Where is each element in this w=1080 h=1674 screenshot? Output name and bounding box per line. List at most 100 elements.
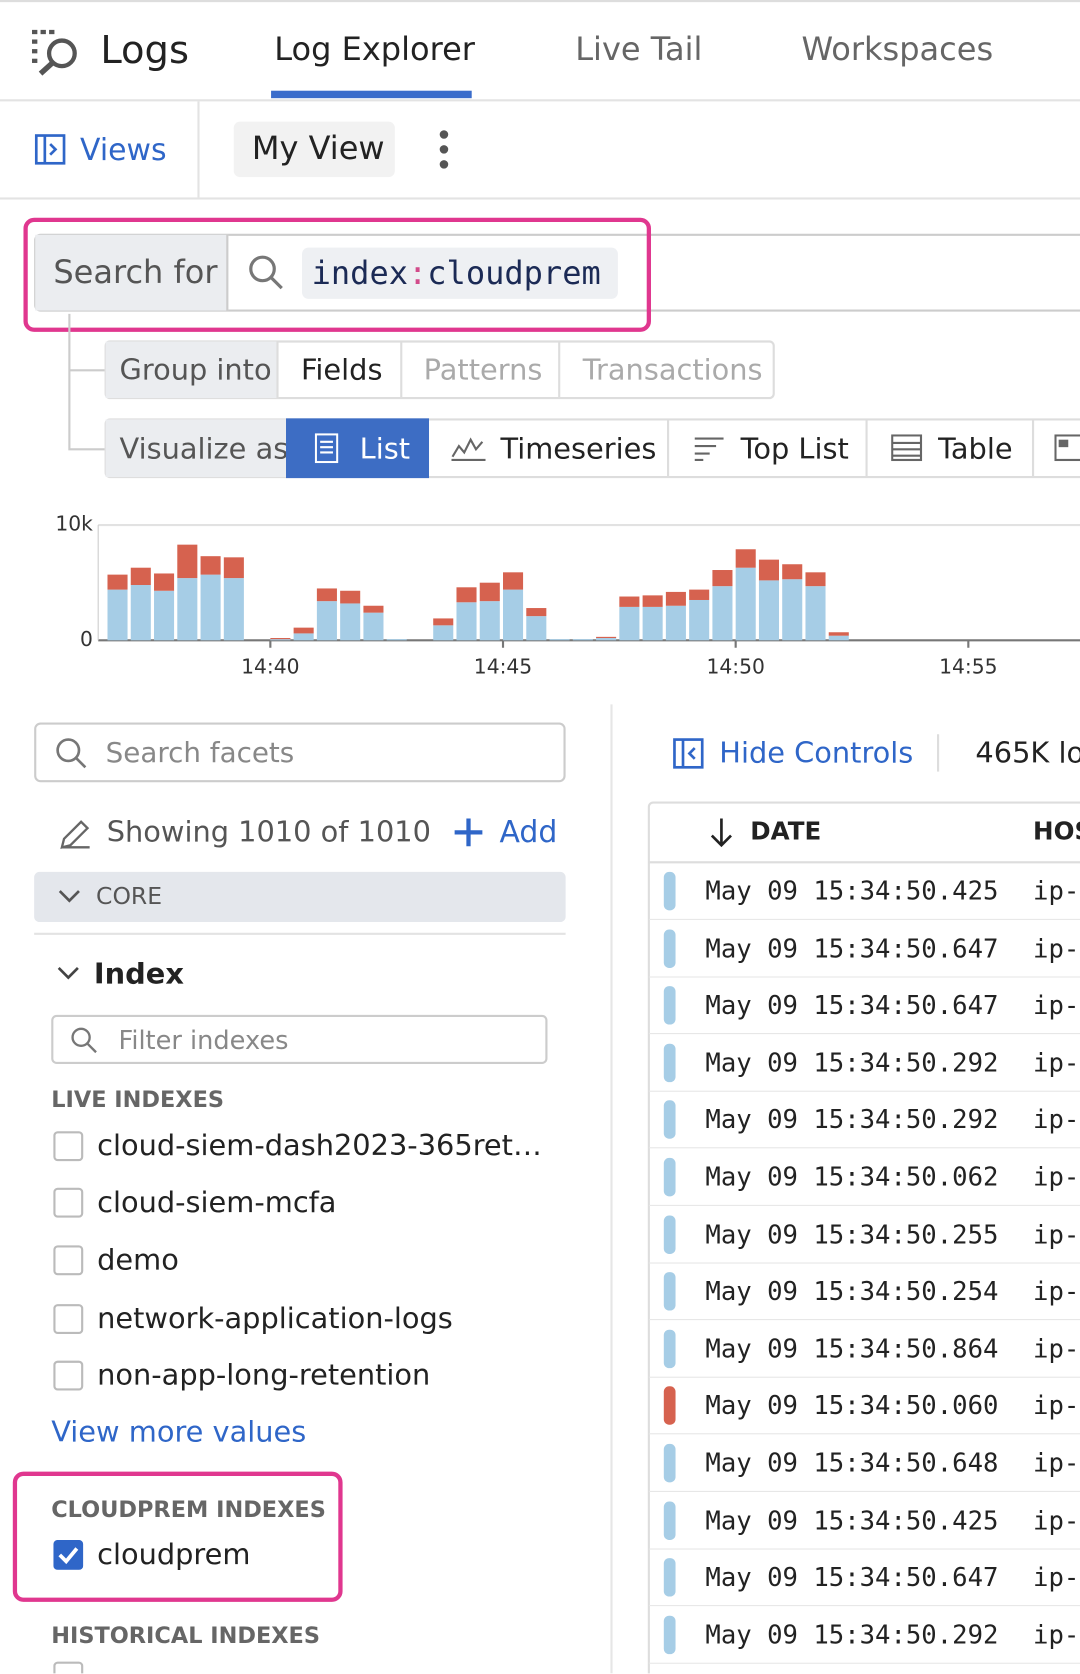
index-name[interactable]: network-application-logs <box>97 1302 453 1336</box>
bar-segment <box>270 638 291 640</box>
checkbox[interactable] <box>53 1360 84 1391</box>
add-button[interactable]: Add <box>499 814 558 850</box>
more-view-icon <box>1054 434 1080 462</box>
facet-search[interactable] <box>34 722 566 783</box>
view-name[interactable]: My View <box>251 130 385 168</box>
status-bar <box>663 1272 676 1311</box>
bar-segment <box>154 573 175 591</box>
log-host[interactable]: ip- <box>1033 1162 1080 1193</box>
selected-option[interactable] <box>286 418 430 479</box>
checkbox-checked[interactable] <box>53 1539 84 1570</box>
bar-segment <box>316 601 337 641</box>
group-option[interactable]: Fields <box>300 353 383 387</box>
log-host[interactable]: ip- <box>1033 1562 1080 1593</box>
visualize-label-box <box>105 419 287 478</box>
log-host[interactable]: ip- <box>1033 1390 1080 1421</box>
log-host[interactable]: ip- <box>1033 933 1080 964</box>
bar-segment <box>316 588 337 602</box>
log-date[interactable]: May 09 15:34:50.425 <box>705 1505 999 1536</box>
log-date[interactable]: May 09 15:34:50.292 <box>705 1047 999 1078</box>
view-more[interactable]: View more values <box>51 1415 307 1449</box>
bar-segment <box>596 636 617 639</box>
visualize-option[interactable]: Top List <box>740 432 849 466</box>
status-bar <box>663 1329 676 1368</box>
bar-segment <box>200 574 221 641</box>
bar-segment <box>805 572 826 587</box>
log-host[interactable]: ip- <box>1033 1047 1080 1078</box>
group-option[interactable]: Transactions <box>582 353 763 387</box>
visualize-option[interactable]: Timeseries <box>500 432 657 466</box>
log-host[interactable]: ip- <box>1033 1619 1080 1650</box>
query-value: cloudprem <box>427 255 601 293</box>
status-bar <box>663 1386 676 1426</box>
bar-segment <box>596 638 617 641</box>
log-date[interactable]: May 09 15:34:50.647 <box>705 990 999 1021</box>
log-host[interactable]: ip- <box>1033 1104 1080 1135</box>
index-name[interactable]: non-app-long-retention <box>97 1359 431 1393</box>
bar-segment <box>386 639 407 641</box>
log-date[interactable]: May 09 15:34:50.647 <box>705 1562 999 1593</box>
log-date[interactable]: May 09 15:34:50.864 <box>705 1333 999 1364</box>
more-menu[interactable] <box>435 128 452 171</box>
checkbox[interactable] <box>53 1304 84 1334</box>
divider <box>0 99 1080 102</box>
placeholder: Search facets <box>105 737 295 770</box>
query-token[interactable] <box>302 247 618 299</box>
tab[interactable]: Live Tail <box>575 30 703 69</box>
index-name[interactable]: cloud-siem-dash2023-365ret… <box>97 1129 542 1163</box>
log-date[interactable]: May 09 15:34:50.255 <box>705 1219 999 1250</box>
log-date[interactable]: May 09 15:34:50.292 <box>705 1104 999 1135</box>
checkbox[interactable] <box>53 1661 84 1674</box>
status-bar <box>663 1157 676 1197</box>
index-name[interactable]: demo <box>97 1243 179 1277</box>
log-host[interactable]: ip- <box>1033 990 1080 1021</box>
log-date[interactable]: May 09 15:34:50.062 <box>705 1162 999 1193</box>
x-tick-label: 14:55 <box>939 655 997 679</box>
column-header[interactable]: DATE <box>750 818 822 846</box>
index-name[interactable]: cloud-siem-mcfa <box>97 1186 337 1220</box>
tab[interactable]: Workspaces <box>801 30 994 69</box>
header-border <box>648 861 1080 864</box>
status-bar <box>663 929 676 968</box>
log-date[interactable]: May 09 15:34:50.292 <box>705 1619 999 1650</box>
section-bar[interactable] <box>34 871 566 923</box>
timeseries-icon <box>451 437 486 462</box>
log-host[interactable]: ip- <box>1033 1505 1080 1536</box>
tab[interactable]: Log Explorer <box>274 30 475 69</box>
log-date[interactable]: May 09 15:34:50.060 <box>705 1390 999 1421</box>
visualize-label: Visualize as <box>119 432 289 466</box>
sort-icon[interactable] <box>709 816 735 848</box>
checkbox[interactable] <box>53 1187 84 1218</box>
row-border <box>648 1090 1080 1092</box>
log-host[interactable]: ip- <box>1033 876 1080 907</box>
column-header[interactable]: HOS <box>1033 818 1080 846</box>
histogram: 0 10k 14:40 14:45 14:50 14:55 <box>55 512 1080 679</box>
facet-title[interactable]: Index <box>93 957 184 991</box>
log-host[interactable]: ip- <box>1033 1448 1080 1479</box>
search-icon <box>56 738 87 769</box>
toplist-icon <box>694 437 724 462</box>
bar-segment <box>479 601 500 641</box>
status-bar <box>663 1100 676 1140</box>
view-chip[interactable] <box>233 121 395 178</box>
separator <box>666 419 670 478</box>
log-date[interactable]: May 09 15:34:50.254 <box>705 1276 999 1307</box>
visualize-option[interactable]: List <box>359 432 411 466</box>
visualize-option[interactable]: Table <box>938 432 1013 466</box>
checkbox[interactable] <box>53 1245 84 1276</box>
log-host[interactable]: ip- <box>1033 1219 1080 1250</box>
group-option[interactable]: Patterns <box>423 353 543 387</box>
log-date[interactable]: May 09 15:34:50.647 <box>705 933 999 964</box>
row-border <box>648 918 1080 920</box>
hide-controls[interactable]: Hide Controls <box>719 736 914 770</box>
views-button[interactable]: Views <box>80 132 167 168</box>
filter-input[interactable] <box>51 1014 548 1064</box>
log-host[interactable]: ip- <box>1033 1276 1080 1307</box>
log-date[interactable]: May 09 15:34:50.425 <box>705 876 999 907</box>
logs-icon <box>32 29 77 76</box>
index-name[interactable]: cloudprem <box>97 1538 251 1572</box>
log-date[interactable]: May 09 15:34:50.648 <box>705 1448 999 1479</box>
log-host[interactable]: ip- <box>1033 1333 1080 1364</box>
checkbox[interactable] <box>53 1131 84 1162</box>
